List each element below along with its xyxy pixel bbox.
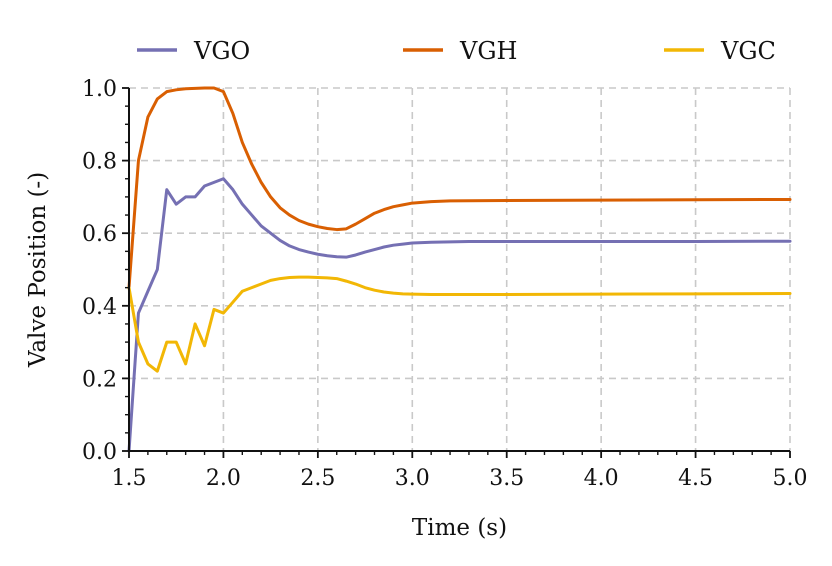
series-line-vgh xyxy=(127,86,792,290)
x-tick-label: 1.5 xyxy=(112,466,147,491)
y-tick-label: 0.0 xyxy=(82,440,117,465)
legend-label-vgh: VGH xyxy=(459,37,517,65)
legend-label-vgo: VGO xyxy=(193,37,250,65)
series-line-vgc xyxy=(127,275,792,373)
series-line-vgo xyxy=(127,177,792,453)
x-tick-label: 4.5 xyxy=(678,466,713,491)
y-tick-label: 0.6 xyxy=(82,222,117,247)
y-axis-label: Valve Position (-) xyxy=(25,172,51,368)
x-tick-label: 4.0 xyxy=(584,466,619,491)
x-tick-label: 2.0 xyxy=(206,466,241,491)
grid xyxy=(129,87,791,451)
x-tick-label: 2.5 xyxy=(300,466,335,491)
legend: VGO VGH VGC xyxy=(137,37,776,65)
x-tick-label: 3.0 xyxy=(395,466,430,491)
y-tick-label: 0.8 xyxy=(82,150,117,175)
legend-label-vgc: VGC xyxy=(720,37,776,65)
y-tick-label: 1.0 xyxy=(82,77,117,102)
x-tick-label: 5.0 xyxy=(773,466,808,491)
series-lines xyxy=(127,86,792,453)
y-tick-label: 0.4 xyxy=(82,295,117,320)
axes xyxy=(128,88,790,452)
x-tick-label: 3.5 xyxy=(489,466,524,491)
ticks: 1.5 2.0 2.5 3.0 3.5 4.0 4.5 5.0 0.0 0.2 0.4 0.6 0.8 1… xyxy=(82,77,808,491)
y-tick-label: 0.2 xyxy=(82,367,117,392)
x-axis-label: Time (s) xyxy=(412,515,507,541)
